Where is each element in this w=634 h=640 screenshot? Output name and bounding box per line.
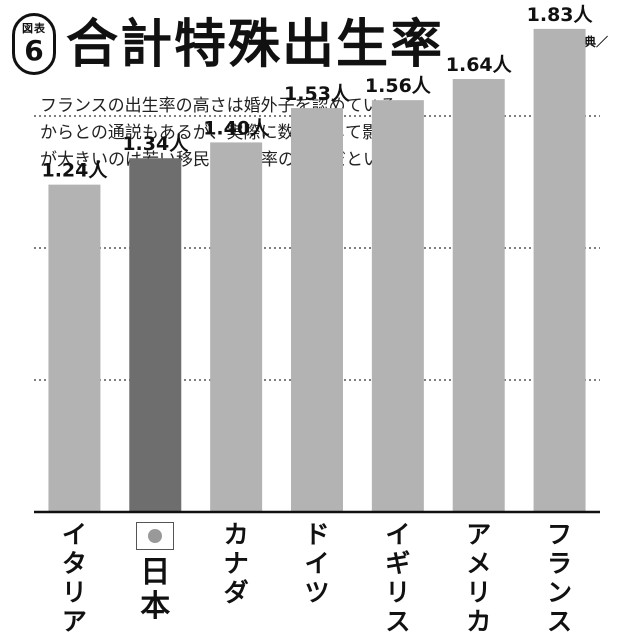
x-label-4: ドイツ [297,520,337,607]
x-label-5: イギリス [378,520,418,636]
bar-6 [453,79,505,512]
bar-5 [372,100,424,512]
bar-2 [129,158,181,512]
value-label-6: 1.64人 [446,54,513,76]
x-label-7: フランス [540,520,580,636]
x-label-6: アメリカ [459,520,499,636]
x-label-1: イタリア [54,520,94,636]
bar-7 [534,29,586,512]
value-label-4: 1.53人 [284,83,351,105]
japan-flag-icon [136,522,174,550]
value-label-7: 1.83人 [527,4,594,26]
bar-1 [48,185,100,512]
value-label-2: 1.34人 [122,133,189,155]
x-label-3: カナダ [216,520,256,607]
bar-4 [291,108,343,512]
value-label-1: 1.24人 [41,160,108,182]
value-label-3: 1.40人 [203,117,270,139]
value-label-5: 1.56人 [365,75,432,97]
bar-3 [210,142,262,512]
x-label-2: 日本 [135,556,175,624]
